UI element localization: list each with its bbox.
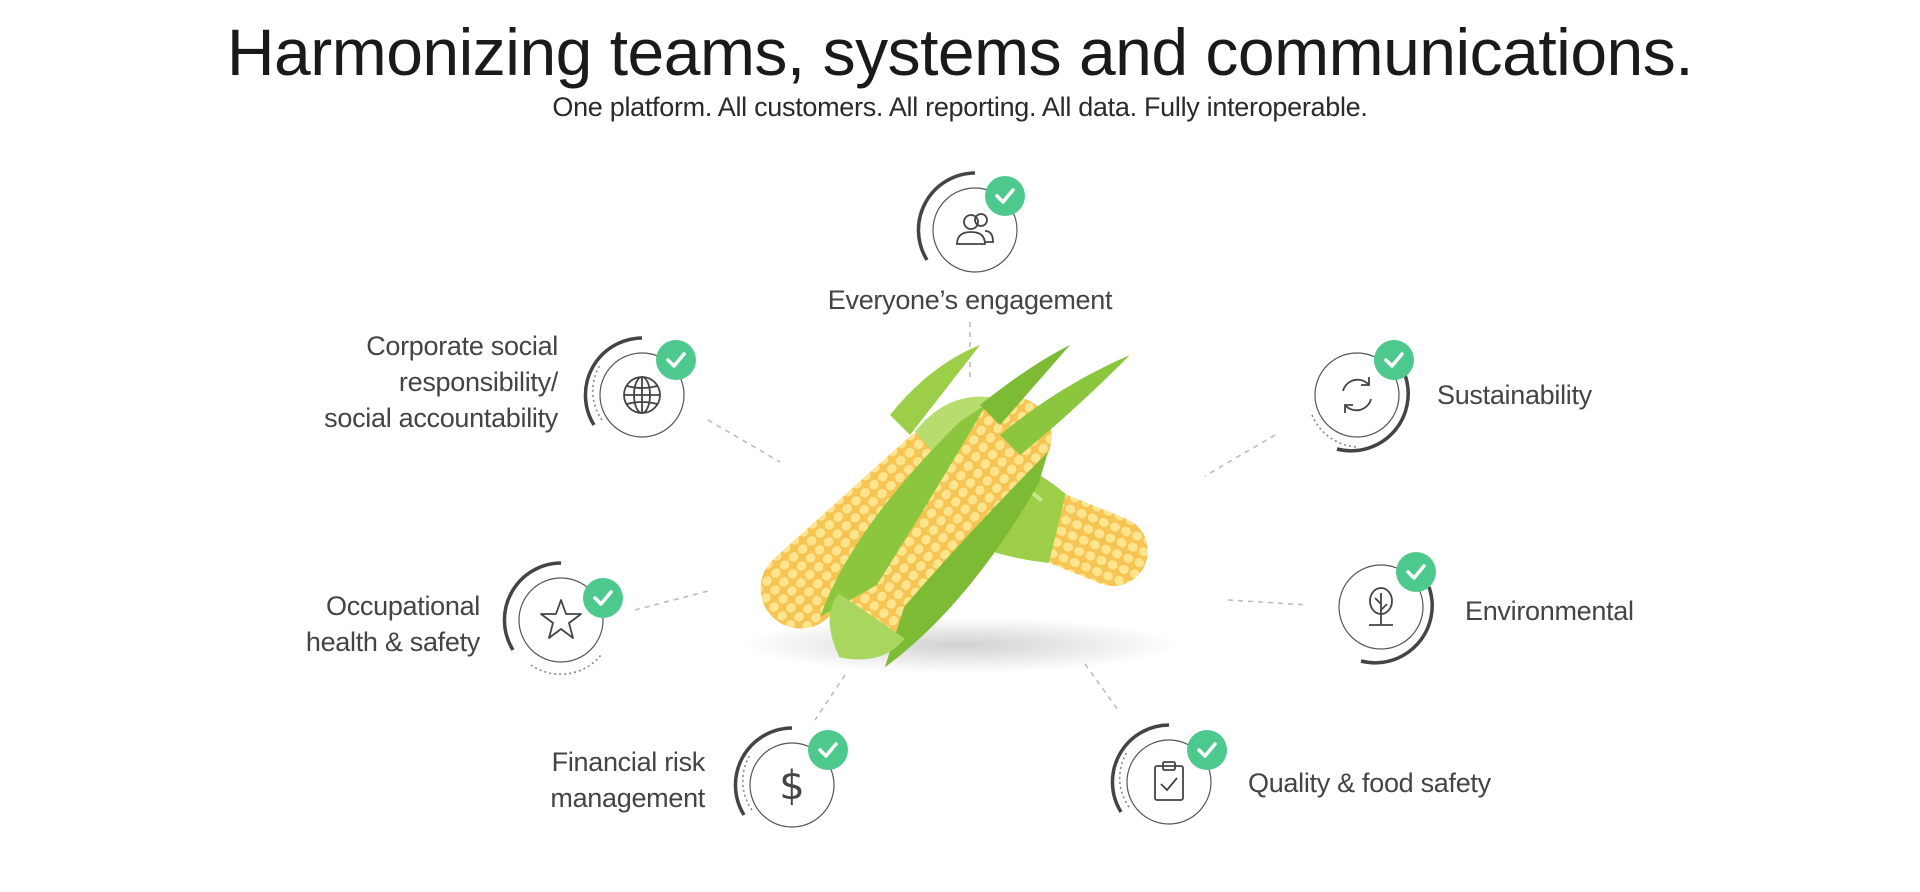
csr-label: Corporate social responsibility/ social … (260, 328, 558, 436)
tree-icon (1369, 587, 1393, 626)
connector-sustainability (1204, 434, 1276, 477)
page-subtitle: One platform. All customers. All reporti… (552, 92, 1368, 122)
ohs-node (491, 550, 631, 690)
financial-label-line1: Financial risk (551, 747, 706, 777)
svg-text:$: $ (779, 763, 804, 809)
quality-label: Quality & food safety (1248, 768, 1491, 798)
csr-node (572, 325, 712, 465)
environmental-label: Environmental (1465, 596, 1634, 626)
csr-label-line1: Corporate social (366, 331, 558, 361)
csr-label-line3: social accountability (324, 403, 558, 433)
check-badge-icon (808, 730, 848, 770)
clipboard-check-icon (1154, 761, 1184, 801)
check-badge-icon (656, 340, 696, 380)
check-badge-icon (1187, 730, 1227, 770)
financial-label-line2: management (550, 783, 705, 813)
check-badge-icon (1374, 340, 1414, 380)
quality-node (1099, 712, 1239, 852)
star-icon (540, 599, 582, 639)
globe-icon (623, 376, 661, 414)
ohs-label: Occupational health & safety (260, 588, 480, 660)
refresh-icon (1342, 377, 1372, 413)
environmental-node (1311, 537, 1451, 677)
sustainability-node (1287, 325, 1427, 465)
check-badge-icon (985, 176, 1025, 216)
engagement-node (905, 160, 1045, 300)
people-icon (956, 213, 994, 245)
financial-node: $ (722, 715, 862, 855)
financial-label: Financial risk management (505, 744, 705, 816)
check-badge-icon (1396, 552, 1436, 592)
connector-csr (707, 419, 781, 463)
sustainability-label: Sustainability (1437, 380, 1592, 410)
corn-image (740, 345, 1180, 673)
engagement-label: Everyone’s engagement (827, 285, 1113, 315)
connector-ohs (634, 589, 713, 611)
check-badge-icon (583, 578, 623, 618)
page-title: Harmonizing teams, systems and communica… (226, 15, 1694, 89)
dollar-icon: $ (779, 763, 804, 809)
connector-environmental (1227, 599, 1309, 606)
ohs-label-line2: health & safety (305, 627, 480, 657)
csr-label-line2: responsibility/ (398, 367, 558, 397)
ohs-label-line1: Occupational (326, 591, 480, 621)
